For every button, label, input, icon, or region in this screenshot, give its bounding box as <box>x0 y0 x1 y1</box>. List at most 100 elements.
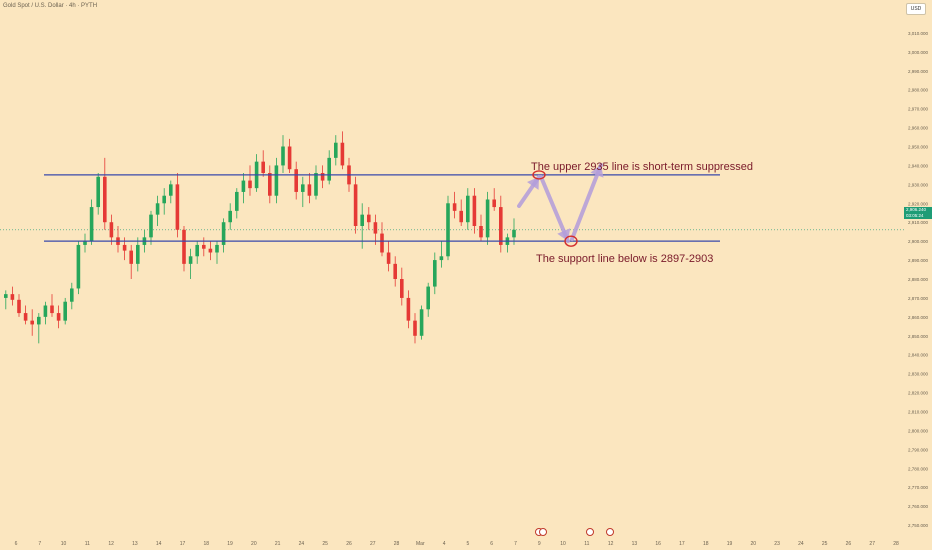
y-tick-label: 2,920.000 <box>908 201 929 206</box>
candle-body <box>56 313 61 321</box>
candle-body <box>353 184 358 226</box>
candle-body <box>195 244 199 257</box>
candle-body <box>83 241 87 245</box>
y-tick-label: 2,830.000 <box>908 372 929 377</box>
y-tick-label: 2,950.000 <box>908 145 929 150</box>
candle-body <box>294 169 298 192</box>
candle-body <box>433 260 437 287</box>
arrow-down <box>539 174 571 244</box>
candle-body <box>485 199 490 238</box>
candle <box>129 244 133 279</box>
event-icons[interactable] <box>535 528 614 536</box>
x-axis: 6 7 10 11 12 13 14 17 18 19 20 21 24 25 26 27 28 Mar 4 5 6 7 9… <box>15 541 899 547</box>
currency-button[interactable]: USD <box>906 3 926 15</box>
candle-body <box>30 320 34 325</box>
candle-body <box>268 173 272 196</box>
candle <box>340 131 345 170</box>
resistance-touch-marker <box>532 170 546 180</box>
candle <box>235 188 239 219</box>
candle <box>485 191 490 245</box>
candle-body <box>155 203 160 215</box>
horizontal-lines <box>44 174 720 242</box>
x-tick-label: 12 <box>608 541 614 547</box>
candle-body <box>287 146 292 170</box>
candle-body <box>37 316 41 325</box>
candle-body <box>380 233 384 253</box>
x-tick-label: 16 <box>655 541 661 547</box>
x-tick-label: 17 <box>180 541 186 547</box>
candle <box>281 135 285 173</box>
candle <box>202 237 206 257</box>
x-tick-label: 10 <box>61 541 67 547</box>
x-tick-label: 14 <box>156 541 162 547</box>
candle <box>155 195 160 226</box>
y-tick-label: 2,800.000 <box>908 428 929 433</box>
candle-body <box>334 142 338 158</box>
x-tick-label: 28 <box>394 541 400 547</box>
x-tick-label: 7 <box>514 541 517 547</box>
candle <box>76 241 81 295</box>
candle-body <box>446 203 450 257</box>
candle <box>327 150 331 185</box>
x-tick-label: 19 <box>727 541 733 547</box>
x-tick-label: 24 <box>798 541 804 547</box>
candle-body <box>70 288 74 302</box>
candle-body <box>400 279 404 298</box>
candle <box>505 233 510 253</box>
candle <box>63 297 67 325</box>
candle <box>360 203 364 249</box>
candle <box>188 248 193 279</box>
candle-body <box>314 173 318 196</box>
candle <box>56 305 61 329</box>
candle-body <box>241 180 246 192</box>
candle-body <box>492 199 496 208</box>
y-tick-label: 2,750.000 <box>908 523 929 528</box>
candle <box>182 226 186 272</box>
symbol-title: Gold Spot / U.S. Dollar · 4h · PYTH <box>3 3 98 9</box>
y-tick-label: 2,760.000 <box>908 504 929 509</box>
candle <box>70 282 74 310</box>
candle-body <box>89 207 94 242</box>
x-tick-label: 19 <box>227 541 233 547</box>
candle <box>89 199 94 245</box>
candle <box>472 188 477 234</box>
y-tick-label: 3,000.000 <box>908 50 929 55</box>
arrow-up-1 <box>517 174 541 208</box>
x-tick-label: 20 <box>251 541 257 547</box>
y-tick-label: 2,880.000 <box>908 277 929 282</box>
candle-body <box>10 294 15 300</box>
x-tick-label: 25 <box>322 541 328 547</box>
candle <box>37 313 41 344</box>
y-tick-label: 2,870.000 <box>908 296 929 301</box>
candle <box>479 214 483 242</box>
y-tick-label: 2,790.000 <box>908 447 929 452</box>
candle-body <box>512 229 516 238</box>
candle-body <box>221 222 226 245</box>
candle-body <box>76 244 81 289</box>
flag-icon <box>586 528 594 536</box>
candle <box>301 176 305 208</box>
candle <box>109 214 114 245</box>
candle <box>50 294 54 317</box>
y-tick-label: 2,890.000 <box>908 258 929 263</box>
x-tick-label: 20 <box>751 541 757 547</box>
candle-body <box>129 250 133 264</box>
candle <box>261 150 265 177</box>
candle <box>512 218 516 245</box>
candle-body <box>4 294 8 298</box>
x-tick-label: 6 <box>490 541 493 547</box>
candle <box>367 207 371 230</box>
candle-body <box>215 244 219 253</box>
candle <box>406 290 411 329</box>
candle <box>353 176 358 234</box>
x-tick-label: 17 <box>679 541 685 547</box>
candle <box>149 210 153 245</box>
y-axis: 3,010.000 3,000.000 2,990.000 2,980.000 2,97… <box>908 31 929 528</box>
candle <box>116 226 120 253</box>
candle-body <box>419 309 424 336</box>
candle <box>393 256 397 287</box>
x-tick-label: 5 <box>467 541 470 547</box>
candle <box>215 241 219 264</box>
